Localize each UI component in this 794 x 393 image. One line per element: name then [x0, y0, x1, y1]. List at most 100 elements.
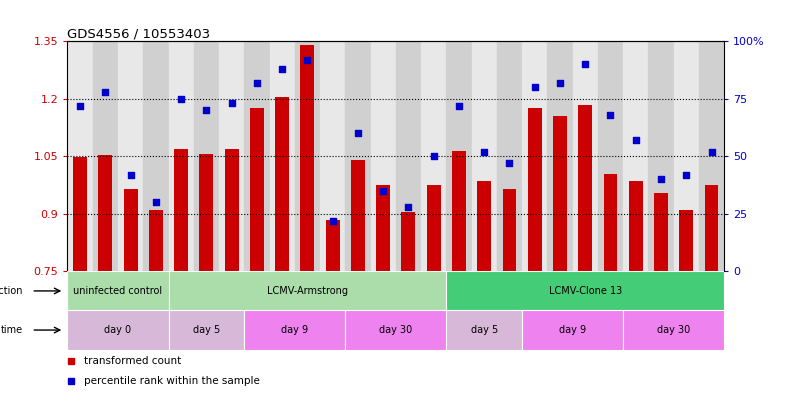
Point	[654, 176, 667, 182]
Point	[427, 153, 440, 160]
Text: day 5: day 5	[193, 325, 220, 335]
Bar	[199, 154, 214, 272]
Bar	[680, 210, 693, 272]
Text: GDS4556 / 10553403: GDS4556 / 10553403	[67, 27, 210, 40]
Text: percentile rank within the sample: percentile rank within the sample	[84, 376, 260, 386]
Point	[503, 160, 516, 166]
Point	[453, 103, 465, 109]
Point	[553, 79, 566, 86]
Point	[352, 130, 364, 136]
Point	[99, 89, 112, 95]
Bar	[673, 41, 699, 272]
Bar	[219, 41, 245, 272]
Bar	[623, 41, 649, 272]
Bar	[168, 272, 446, 310]
Bar	[704, 185, 719, 272]
Bar	[446, 41, 472, 272]
Bar	[547, 41, 572, 272]
Text: day 9: day 9	[559, 325, 586, 335]
Bar	[276, 97, 289, 272]
Text: uninfected control: uninfected control	[73, 286, 163, 296]
Point	[326, 218, 339, 224]
Bar	[629, 181, 642, 272]
Bar	[603, 174, 618, 272]
Bar	[345, 41, 371, 272]
Point	[251, 79, 264, 86]
Bar	[300, 45, 314, 272]
Bar	[320, 41, 345, 272]
Bar	[225, 149, 238, 272]
Bar	[598, 41, 623, 272]
Bar	[553, 116, 567, 272]
Bar	[699, 41, 724, 272]
Bar	[452, 151, 466, 272]
Bar	[578, 105, 592, 272]
Bar	[245, 41, 269, 272]
Bar	[295, 41, 320, 272]
Bar	[124, 189, 137, 272]
Text: LCMV-Armstrong: LCMV-Armstrong	[267, 286, 348, 296]
Text: day 9: day 9	[281, 325, 308, 335]
Bar	[402, 212, 415, 272]
Text: day 30: day 30	[657, 325, 690, 335]
Point	[149, 199, 162, 206]
Bar	[528, 108, 542, 272]
Bar	[149, 210, 163, 272]
Point	[276, 66, 288, 72]
Bar	[446, 272, 724, 310]
Bar	[446, 310, 522, 350]
Bar	[168, 41, 194, 272]
Point	[225, 100, 238, 107]
Text: day 0: day 0	[105, 325, 132, 335]
Bar	[497, 41, 522, 272]
Text: day 5: day 5	[471, 325, 498, 335]
Point	[301, 57, 314, 63]
Bar	[73, 157, 87, 272]
Bar	[143, 41, 168, 272]
Point	[74, 103, 87, 109]
Point	[200, 107, 213, 114]
Bar	[67, 310, 168, 350]
Text: day 30: day 30	[380, 325, 412, 335]
Bar	[93, 41, 118, 272]
Point	[377, 188, 390, 194]
Point	[528, 84, 541, 90]
Point	[630, 137, 642, 143]
Bar	[522, 41, 547, 272]
Bar	[623, 310, 724, 350]
Bar	[472, 41, 497, 272]
Bar	[67, 41, 93, 272]
Bar	[371, 41, 396, 272]
Bar	[426, 185, 441, 272]
Point	[579, 61, 592, 68]
Bar	[168, 310, 245, 350]
Bar	[174, 149, 188, 272]
Bar	[503, 189, 516, 272]
Bar	[649, 41, 673, 272]
Bar	[351, 160, 365, 272]
Bar	[376, 185, 390, 272]
Text: infection: infection	[0, 286, 23, 296]
Bar	[269, 41, 295, 272]
Bar	[654, 193, 668, 272]
Bar	[67, 272, 168, 310]
Point	[125, 172, 137, 178]
Point	[705, 149, 718, 155]
Text: time: time	[1, 325, 23, 335]
Text: transformed count: transformed count	[84, 356, 181, 366]
Point	[680, 172, 692, 178]
Bar	[245, 310, 345, 350]
Bar	[477, 181, 491, 272]
Bar	[118, 41, 143, 272]
Text: LCMV-Clone 13: LCMV-Clone 13	[549, 286, 622, 296]
Bar	[345, 310, 446, 350]
Bar	[98, 155, 112, 272]
Bar	[194, 41, 219, 272]
Bar	[522, 310, 623, 350]
Bar	[250, 108, 264, 272]
Bar	[421, 41, 446, 272]
Point	[604, 112, 617, 118]
Bar	[326, 220, 340, 272]
Bar	[396, 41, 421, 272]
Bar	[572, 41, 598, 272]
